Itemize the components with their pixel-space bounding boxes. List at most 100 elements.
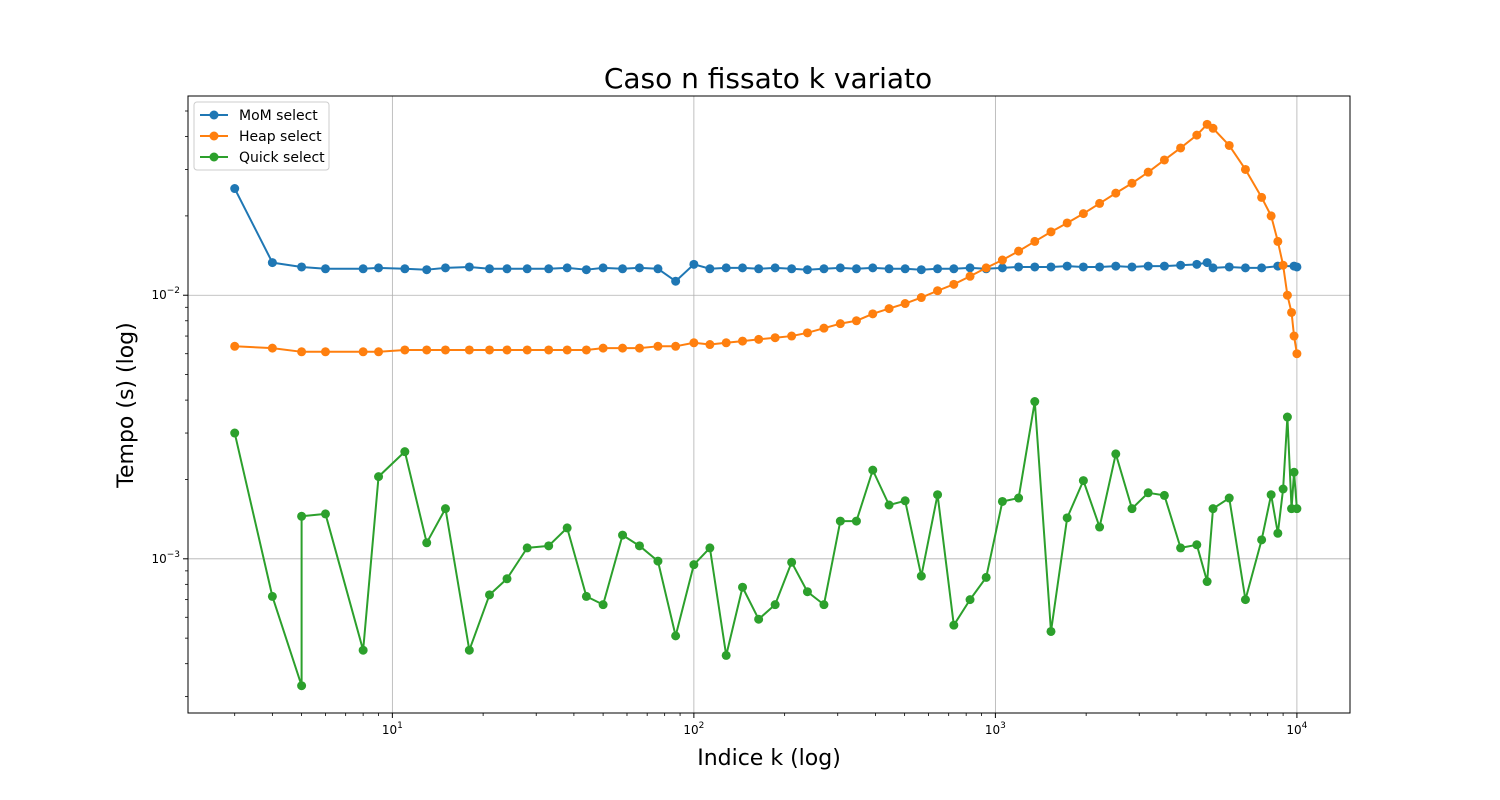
series-mom-select [230,184,1302,286]
y-axis-ticks: 10−3 10−2 [151,110,188,698]
data-point-heap-select [440,345,450,355]
data-point-heap-select [689,338,699,348]
data-point-heap-select [802,328,812,338]
data-point-heap-select [1095,198,1105,208]
data-point-heap-select [738,336,748,346]
data-point-heap-select [1030,236,1040,246]
data-point-mom-select [705,264,715,274]
data-point-heap-select [400,345,410,355]
data-point-mom-select [1014,262,1024,272]
data-point-mom-select [485,264,495,274]
data-point-quick-select [689,560,699,570]
data-point-heap-select [634,343,644,353]
data-point-mom-select [1202,258,1212,268]
data-point-mom-select [1257,263,1267,273]
data-point-heap-select [1208,123,1218,133]
x-tick-label: 102 [683,721,704,737]
data-point-mom-select [374,263,384,273]
data-point-quick-select [1282,412,1292,422]
data-point-mom-select [770,263,780,273]
x-tick-label: 104 [1286,721,1307,737]
data-point-quick-select [738,582,748,592]
series-layer [230,119,1302,691]
data-point-heap-select [1240,164,1250,174]
data-point-mom-select [1111,261,1121,271]
data-point-heap-select [485,345,495,355]
legend-marker-mom-select [209,110,219,120]
data-point-quick-select [819,600,829,610]
data-point-quick-select [671,631,681,641]
data-point-heap-select [1192,130,1202,140]
data-point-heap-select [835,319,845,329]
data-point-mom-select [754,264,764,274]
series-line-mom-select [233,188,1298,283]
data-point-quick-select [1192,540,1202,550]
data-point-quick-select [835,516,845,526]
plot-frame [187,95,1351,714]
data-point-quick-select [770,600,780,610]
data-point-heap-select [562,345,572,355]
data-point-heap-select [1176,143,1186,153]
data-point-quick-select [1292,504,1302,514]
data-point-heap-select [618,343,628,353]
data-point-heap-select [671,341,681,351]
data-point-heap-select [900,299,910,309]
data-point-heap-select [1014,246,1024,256]
data-point-mom-select [1046,262,1056,272]
data-point-mom-select [297,262,307,272]
data-point-quick-select [884,500,894,510]
data-point-heap-select [1143,167,1153,177]
data-point-heap-select [464,345,474,355]
data-point-quick-select [1062,513,1072,523]
data-point-heap-select [1287,307,1297,317]
data-point-heap-select [1289,331,1299,341]
data-point-heap-select [916,293,926,303]
data-point-mom-select [884,264,894,274]
x-axis-label: Indice k (log) [697,746,841,771]
data-point-heap-select [770,333,780,343]
data-point-heap-select [230,341,240,351]
data-point-mom-select [900,264,910,274]
data-point-quick-select [562,523,572,533]
data-point-mom-select [581,265,591,275]
data-point-mom-select [721,263,731,273]
data-point-heap-select [997,255,1007,265]
data-point-quick-select [1159,490,1169,500]
data-point-mom-select [1127,262,1137,272]
data-point-quick-select [1240,595,1250,605]
series-line-quick-select [233,400,1298,687]
data-point-quick-select [618,530,628,540]
data-point-quick-select [1202,577,1212,587]
series-quick-select [230,397,1302,691]
data-point-heap-select [965,271,975,281]
legend: MoM select Heap select Quick select [193,101,330,171]
data-point-quick-select [754,614,764,624]
data-point-quick-select [544,541,554,551]
legend-label-heap-select: Heap select [239,129,322,145]
data-point-mom-select [464,262,474,272]
data-point-quick-select [1078,476,1088,486]
data-point-quick-select [230,428,240,438]
data-point-quick-select [653,556,663,566]
data-point-heap-select [1127,178,1137,188]
data-point-quick-select [422,538,432,548]
data-point-mom-select [835,263,845,273]
data-point-quick-select [634,541,644,551]
data-point-mom-select [618,264,628,274]
data-point-heap-select [1273,236,1283,246]
data-point-mom-select [1095,262,1105,272]
data-point-quick-select [297,681,307,691]
data-point-heap-select [1257,192,1267,202]
data-point-quick-select [1224,493,1234,503]
data-point-heap-select [1078,209,1088,219]
data-point-mom-select [502,264,512,274]
data-point-mom-select [562,263,572,273]
data-point-mom-select [868,263,878,273]
data-point-quick-select [358,645,368,655]
data-point-quick-select [440,504,450,514]
data-point-mom-select [440,263,450,273]
data-point-heap-select [297,347,307,357]
data-point-heap-select [1046,227,1056,237]
data-point-mom-select [400,264,410,274]
data-point-quick-select [721,650,731,660]
